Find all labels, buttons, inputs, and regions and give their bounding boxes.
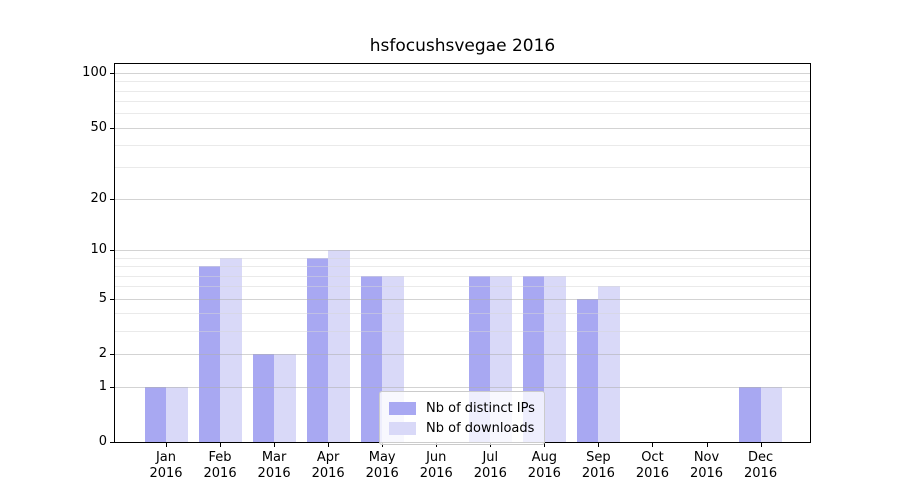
y-tick-label-50: 50 — [90, 120, 107, 135]
bar-downloads-apr — [328, 250, 350, 442]
x-tick-label-feb: Feb 2016 — [203, 450, 237, 481]
gridline-10 — [115, 250, 810, 251]
legend-swatch-distinct-ips-icon — [389, 401, 416, 415]
x-tick-mark-dec — [760, 443, 762, 447]
x-tick-label-may: May 2016 — [365, 450, 399, 481]
y-tick-label-20: 20 — [90, 191, 107, 206]
y-tick-label-10: 10 — [90, 242, 107, 257]
legend: Nb of distinct IPs Nb of downloads — [379, 391, 545, 445]
gridline-100 — [115, 73, 810, 74]
x-tick-mark-feb — [220, 443, 222, 447]
x-tick-label-jul: Jul 2016 — [473, 450, 507, 481]
bar-distinct-ips-dec — [739, 386, 761, 442]
y-tick-mark-50 — [110, 128, 114, 129]
gridline-20 — [115, 199, 810, 200]
gridline-70 — [115, 101, 810, 102]
y-tick-label-100: 100 — [82, 65, 107, 80]
y-tick-label-2: 2 — [98, 346, 107, 361]
x-tick-mark-oct — [652, 443, 654, 447]
gridline-90 — [115, 81, 810, 82]
bar-downloads-jan — [166, 386, 188, 442]
x-tick-label-jun: Jun 2016 — [419, 450, 453, 481]
x-tick-label-apr: Apr 2016 — [311, 450, 345, 481]
x-tick-mark-mar — [274, 443, 276, 447]
y-tick-mark-20 — [110, 199, 114, 200]
chart-title: hsfocushsvegae 2016 — [369, 36, 556, 56]
bar-downloads-feb — [220, 257, 242, 442]
x-tick-label-oct: Oct 2016 — [635, 450, 669, 481]
legend-item-downloads: Nb of downloads — [389, 418, 535, 438]
y-tick-mark-10 — [110, 250, 114, 251]
x-tick-label-sep: Sep 2016 — [581, 450, 615, 481]
y-tick-label-5: 5 — [98, 291, 107, 306]
bar-downloads-mar — [274, 354, 296, 442]
plot-area — [114, 63, 811, 443]
gridline-8 — [115, 266, 810, 267]
x-tick-mark-apr — [328, 443, 330, 447]
x-tick-mark-jun — [436, 443, 438, 447]
x-tick-mark-may — [382, 443, 384, 447]
gridline-7 — [115, 276, 810, 277]
bar-distinct-ips-mar — [252, 354, 275, 442]
y-tick-mark-1 — [110, 387, 114, 388]
y-tick-mark-2 — [110, 354, 114, 355]
x-tick-label-nov: Nov 2016 — [689, 450, 724, 481]
y-tick-mark-0 — [110, 442, 114, 443]
gridline-1 — [115, 387, 810, 388]
legend-label-distinct-ips: Nb of distinct IPs — [426, 400, 535, 416]
gridline-60 — [115, 113, 810, 114]
y-tick-mark-5 — [110, 299, 114, 300]
y-tick-label-1: 1 — [98, 379, 107, 394]
x-tick-mark-jan — [166, 443, 167, 447]
x-tick-mark-aug — [544, 443, 546, 447]
y-tick-mark-100 — [110, 73, 114, 74]
x-tick-label-mar: Mar 2016 — [257, 450, 291, 481]
legend-item-distinct-ips: Nb of distinct IPs — [389, 398, 535, 418]
bar-downloads-aug — [544, 275, 566, 442]
x-tick-label-jan: Jan 2016 — [149, 450, 183, 481]
gridline-50 — [115, 128, 810, 129]
gridline-4 — [115, 313, 810, 314]
gridline-5 — [115, 299, 810, 300]
legend-label-downloads: Nb of downloads — [426, 420, 535, 436]
gridline-80 — [115, 91, 810, 92]
bar-distinct-ips-may — [360, 275, 383, 442]
bar-downloads-dec — [760, 386, 783, 442]
gridline-6 — [115, 286, 810, 287]
legend-swatch-downloads-icon — [389, 421, 416, 435]
gridline-3 — [115, 331, 810, 332]
bar-downloads-sep — [598, 286, 620, 442]
gridline-9 — [115, 258, 810, 259]
x-tick-label-dec: Dec 2016 — [744, 450, 778, 481]
bar-distinct-ips-apr — [306, 257, 329, 442]
gridline-30 — [115, 167, 810, 168]
bar-distinct-ips-sep — [576, 298, 599, 442]
bar-distinct-ips-jan — [144, 386, 166, 442]
x-tick-mark-jul — [490, 443, 492, 447]
y-tick-label-0: 0 — [98, 434, 107, 449]
x-tick-mark-sep — [598, 443, 600, 447]
x-tick-mark-nov — [706, 443, 708, 447]
x-tick-label-aug: Aug 2016 — [527, 450, 561, 481]
gridline-2 — [115, 354, 810, 355]
gridline-40 — [115, 145, 810, 146]
